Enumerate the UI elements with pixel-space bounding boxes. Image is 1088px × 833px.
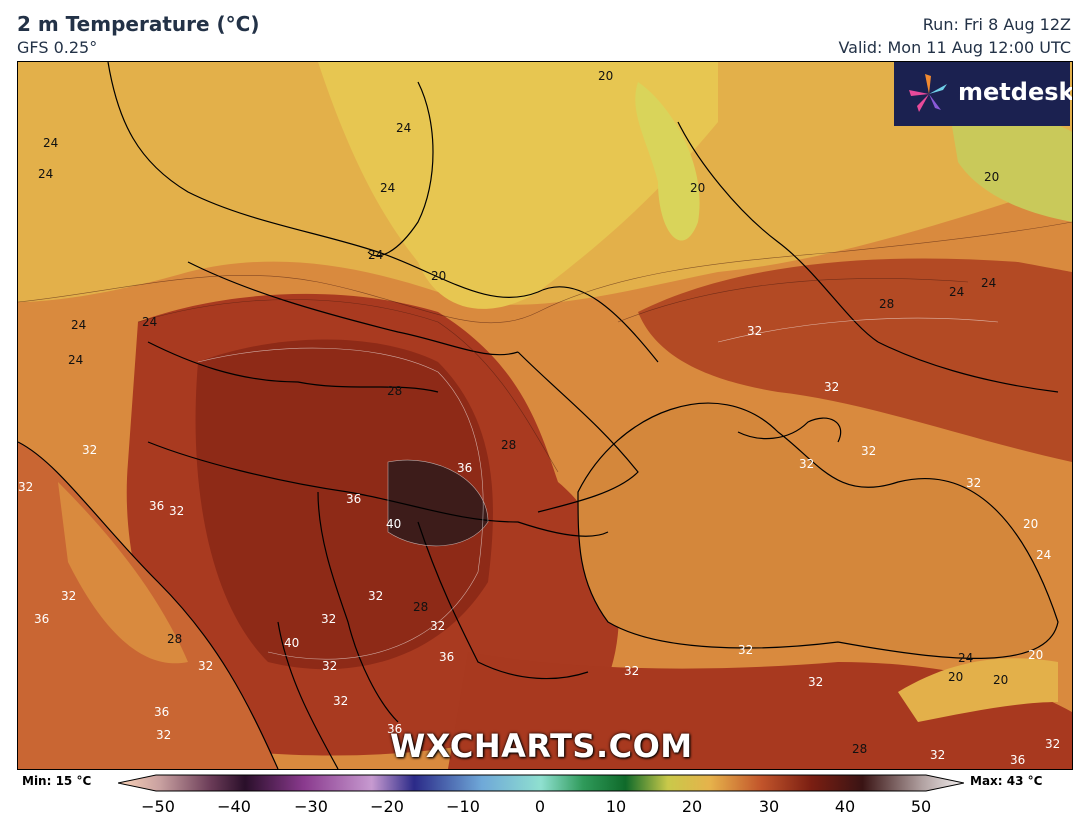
watermark: WXCHARTS.COM [390,727,693,765]
contour-label: 32 [61,589,76,603]
contour-label: 32 [861,444,876,458]
contour-label: 36 [149,499,164,513]
contour-label: 24 [981,276,996,290]
valid-time: Valid: Mon 11 Aug 12:00 UTC [838,38,1071,57]
contour-label: 20 [1028,648,1043,662]
pinwheel-logo-icon [909,74,947,112]
contour-label: 36 [457,461,472,475]
contour-label: 32 [169,504,184,518]
contour-label: 24 [43,136,58,150]
contour-label: 28 [879,297,894,311]
contour-label: 36 [439,650,454,664]
contour-label: 28 [167,632,182,646]
colorbar-tick: −20 [370,797,404,816]
metdesk-logo: metdesk [894,62,1073,126]
contour-label: 36 [1010,753,1025,767]
isotherm-lines [18,221,1072,473]
contour-label: 24 [38,167,53,181]
contour-label: 32 [824,380,839,394]
contour-label: 20 [431,269,446,283]
contour-label: 32 [333,694,348,708]
colorbar-tick: 50 [910,797,932,816]
colorbar-tick: −40 [217,797,251,816]
contour-label: 24 [68,353,83,367]
contour-label: 32 [156,728,171,742]
run-time: Run: Fri 8 Aug 12Z [922,15,1071,34]
contour-label: 28 [501,438,516,452]
contour-label: 40 [284,636,299,650]
colorbar-tick: 0 [534,797,546,816]
contour-label: 24 [380,181,395,195]
contour-label: 28 [387,384,402,398]
adriatic-sea [58,482,188,664]
contour-label: 32 [322,659,337,673]
extreme-heat-core [388,460,488,546]
contour-label: 36 [387,722,402,736]
contour-label: 32 [799,457,814,471]
colorbar-tick: −50 [141,797,175,816]
contour-label: 32 [1045,737,1060,751]
contour-label: 36 [34,612,49,626]
map-canvas: 20 24 24 24 24 20 20 24 20 24 24 24 24 2… [18,62,1072,769]
contour-label: 20 [984,170,999,184]
northeast-cool-region [948,102,1072,222]
east-hot-region [638,258,1072,462]
contour-label: 24 [958,651,973,665]
min-value-label: Min: 15 °C [22,774,92,788]
country-borders [18,62,1059,769]
contour-label: 24 [71,318,86,332]
central-very-hot-region [195,339,493,670]
contour-label: 20 [598,69,613,83]
chart-title: 2 m Temperature (°C) [17,12,260,36]
contour-label: 36 [154,705,169,719]
contour-label: 28 [413,600,428,614]
max-value-label: Max: 43 °C [970,774,1043,788]
colorbar-tick: 40 [834,797,856,816]
logo-text: metdesk [958,78,1073,106]
model-label: GFS 0.25° [17,38,98,57]
contour-label: 32 [624,664,639,678]
contour-label: 20 [993,673,1008,687]
contour-label: 40 [386,517,401,531]
contour-label: 32 [747,324,762,338]
turkey-hot-region [448,652,1072,769]
caucasus-mild-region [898,658,1058,722]
contour-label: 24 [1036,548,1051,562]
contour-label: 36 [346,492,361,506]
contour-label: 24 [949,285,964,299]
contour-label: 24 [396,121,411,135]
contour-label: 20 [948,670,963,684]
temperature-map[interactable]: 20 24 24 24 24 20 20 24 20 24 24 24 24 2… [17,61,1073,770]
contour-label: 32 [738,643,753,657]
contour-label: 32 [966,476,981,490]
contour-label: 20 [1023,517,1038,531]
contour-label: 32 [82,443,97,457]
contour-label: 20 [690,181,705,195]
contour-label: 32 [808,675,823,689]
colorbar [118,774,964,792]
contour-label: 24 [368,248,383,262]
contour-label: 32 [368,589,383,603]
ukraine-cool-region [318,62,718,309]
colorbar-tick: 20 [681,797,703,816]
black-sea [578,403,1058,659]
colorbar-tick: 30 [758,797,780,816]
colorbar-tick: −10 [446,797,480,816]
contour-label: 32 [321,612,336,626]
contour-label: 28 [852,742,867,756]
isotherm-lines-hot [197,317,999,660]
contour-label: 32 [430,619,445,633]
contour-label: 32 [198,659,213,673]
colorbar-tick: −30 [294,797,328,816]
contour-label: 32 [930,748,945,762]
contour-label: 24 [142,315,157,329]
contour-label: 32 [18,480,33,494]
cool-strip-region [635,82,700,241]
colorbar-tick: 10 [605,797,627,816]
